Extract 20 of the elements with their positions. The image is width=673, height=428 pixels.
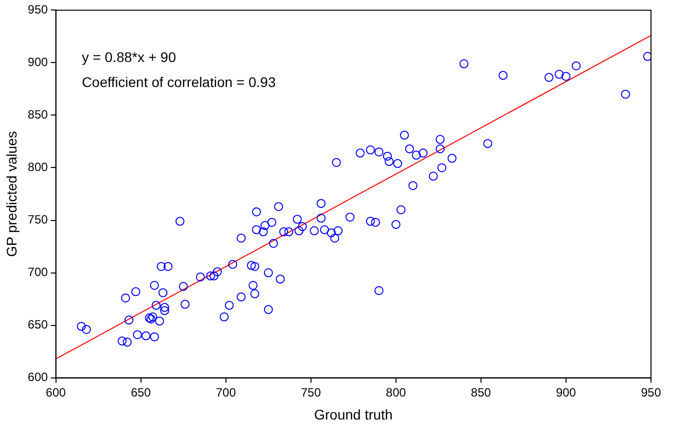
x-tick-label: 850 xyxy=(470,385,492,400)
x-tick-label: 800 xyxy=(386,385,406,400)
x-tick-label: 700 xyxy=(216,385,236,400)
x-tick-label: 900 xyxy=(556,385,576,400)
x-tick-label: 750 xyxy=(300,385,322,400)
y-tick-label: 650 xyxy=(28,318,48,332)
annotation: y = 0.88*x + 90 xyxy=(82,49,176,66)
x-tick-label: 600 xyxy=(46,385,66,400)
y-tick-label: 900 xyxy=(28,55,48,70)
y-tick-label: 850 xyxy=(28,108,48,122)
y-tick-label: 700 xyxy=(28,265,48,280)
x-tick-label: 650 xyxy=(130,385,152,400)
x-axis-title: Ground truth xyxy=(314,406,393,422)
y-tick-label: 950 xyxy=(28,2,48,17)
annotation: Coefficient of correlation = 0.93 xyxy=(82,74,276,90)
y-axis-title: GP predicted values xyxy=(3,131,20,257)
y-tick-label: 800 xyxy=(28,160,48,174)
x-tick-label: 950 xyxy=(640,385,662,400)
y-tick-label: 750 xyxy=(28,212,48,227)
y-tick-label: 600 xyxy=(28,370,48,384)
